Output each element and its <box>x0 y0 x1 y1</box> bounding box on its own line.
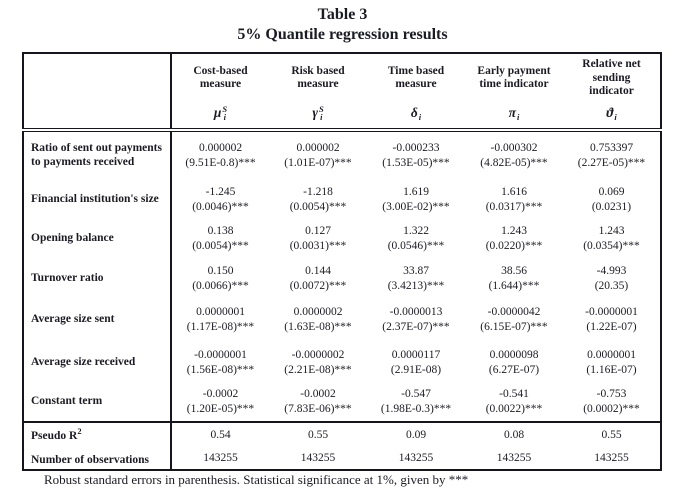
stat-cell: 0.55 <box>563 420 661 447</box>
table-caption: Table 3 5% Quantile regression results <box>0 5 685 45</box>
coef-cell: -0.0000001 (1.56E-08)*** <box>186 348 255 376</box>
row-label: Opening balance <box>23 219 172 259</box>
row-constant-term: Constant term -0.0002 (1.20E-05)*** -0.00… <box>23 383 661 422</box>
coef-cell: 1.616 (0.0317)*** <box>485 185 543 213</box>
row-pseudo-r2: Pseudo R2 0.54 0.55 0.09 0.08 0.55 <box>23 420 661 447</box>
coef-cell: -0.0000042 (6.15E-07)*** <box>480 306 548 333</box>
coef-cell: 38.56 (1.644)*** <box>488 264 540 292</box>
coef-cell: -0.0002 (7.83E-06)*** <box>284 388 352 415</box>
row-turnover-ratio: Turnover ratio 0.150 (0.0066)*** 0.144 (0.… <box>23 258 661 299</box>
row-label: Average size received <box>23 341 172 384</box>
coef-cell: 1.322 (0.0546)*** <box>387 225 445 252</box>
coef-cell: -0.0000002 (2.21E-08)*** <box>284 348 352 376</box>
stat-cell: 0.54 <box>171 420 269 447</box>
coef-cell: 0.0000001 (1.16E-07) <box>586 348 637 376</box>
row-label: Financial institution's size <box>23 179 172 220</box>
coef-cell: 0.150 (0.0066)*** <box>192 264 249 292</box>
header-name-row: Cost-based measure Risk based measure Ti… <box>23 53 661 132</box>
stat-cell: 143255 <box>203 451 238 464</box>
stat-cell: 143255 <box>496 451 532 464</box>
coef-cell: -4.993 (20.35) <box>594 264 629 292</box>
coef-cell: 0.0000098 (6.27E-07) <box>488 348 540 376</box>
table-number: Table 3 <box>317 6 368 23</box>
coef-cell: 0.127 (0.0031)*** <box>289 225 347 252</box>
coef-cell: 0.069 (0.0231) <box>591 185 632 213</box>
stat-cell: 0.08 <box>465 420 563 447</box>
stat-cell: 143255 <box>398 451 434 464</box>
coef-cell: -1.245 (0.0046)*** <box>192 185 249 213</box>
superscript: 2 <box>77 426 82 437</box>
row-avg-size-received: Average size received -0.0000001 (1.56E-0… <box>23 341 661 384</box>
row-label: Pseudo R2 <box>23 420 172 447</box>
coef-cell: 0.753397 (2.27E-05)*** <box>577 141 646 169</box>
row-label: Ratio of sent out payments to payments r… <box>23 129 172 180</box>
row-label: Number of observations <box>23 446 172 470</box>
coef-cell: 1.243 (0.0220)*** <box>485 225 543 252</box>
coef-cell: -0.753 (0.0002)*** <box>583 388 640 415</box>
row-label: Turnover ratio <box>23 258 172 299</box>
coef-cell: 0.0000001 (1.17E-08)*** <box>186 306 255 333</box>
col-header-cost-based: Cost-based measure <box>193 64 248 91</box>
coef-cell: 33.87 (3.4213)*** <box>387 264 445 292</box>
stat-cell: 143255 <box>594 451 629 464</box>
coef-cell: -0.000302 (4.82E-05)*** <box>480 141 548 169</box>
coef-cell: 0.0000117 (2.91E-08) <box>390 348 442 376</box>
coef-cell: 0.000002 (1.01E-07)*** <box>284 141 352 169</box>
footnote: Robust standard errors in parenthesis. S… <box>44 472 469 487</box>
col-header-time-based: Time based measure <box>387 64 445 91</box>
coef-cell: -0.0000001 (1.22E-07) <box>585 306 638 333</box>
regression-table: Cost-based measure Risk based measure Ti… <box>22 52 662 471</box>
coef-cell: 0.144 (0.0072)*** <box>289 264 347 292</box>
row-label: Average size sent <box>23 298 172 342</box>
coef-cell: -0.0000013 (2.37E-07)*** <box>382 306 450 333</box>
coef-cell: 0.138 (0.0054)*** <box>192 225 249 252</box>
coef-cell: -0.547 (1.98E-0.3)*** <box>380 388 452 415</box>
coef-cell: -1.218 (0.0054)*** <box>289 185 347 213</box>
table-title: 5% Quantile regression results <box>237 26 448 43</box>
stat-cell: 143255 <box>300 451 336 464</box>
coef-cell: -0.541 (0.0022)*** <box>485 388 543 415</box>
col-header-early-payment: Early payment time indicator <box>477 64 551 91</box>
corner-cell <box>23 53 172 132</box>
row-label: Constant term <box>23 383 172 422</box>
coef-cell: -0.000233 (1.53E-05)*** <box>382 141 450 169</box>
row-opening-balance: Opening balance 0.138 (0.0054)*** 0.127 (0… <box>23 219 661 259</box>
row-financial-size: Financial institution's size -1.245 (0.00… <box>23 179 661 220</box>
coef-cell: 0.000002 (9.51E-0.8)*** <box>185 141 256 169</box>
row-observations: Number of observations 143255 143255 143… <box>23 446 661 470</box>
row-ratio-sent-received: Ratio of sent out payments to payments r… <box>23 129 661 180</box>
row-avg-size-sent: Average size sent 0.0000001 (1.17E-08)***… <box>23 298 661 342</box>
col-header-risk-based: Risk based measure <box>291 64 345 91</box>
coef-cell: 1.619 (3.00E-02)*** <box>382 185 450 213</box>
col-header-relative-net: Relative net sending indicator <box>582 58 641 97</box>
coef-cell: -0.0002 (1.20E-05)*** <box>186 388 255 415</box>
coef-cell: 0.0000002 (1.63E-08)*** <box>284 306 352 333</box>
coef-cell: 1.243 (0.0354)*** <box>583 225 640 252</box>
stat-cell: 0.55 <box>269 420 367 447</box>
stat-cell: 0.09 <box>367 420 465 447</box>
